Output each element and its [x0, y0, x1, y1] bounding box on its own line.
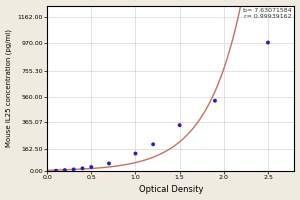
X-axis label: Optical Density: Optical Density: [139, 185, 203, 194]
Y-axis label: Mouse IL25 concentration (pg/ml): Mouse IL25 concentration (pg/ml): [6, 29, 12, 147]
Point: [71, 168, 76, 171]
Point: [213, 99, 218, 102]
Text: b= 7.63071584
r= 0.99939162: b= 7.63071584 r= 0.99939162: [243, 8, 292, 19]
Point: [54, 169, 58, 172]
Point: [62, 168, 67, 172]
Point: [266, 41, 270, 44]
Point: [80, 167, 85, 170]
Point: [89, 165, 94, 169]
Point: [133, 152, 138, 155]
Point: [151, 143, 155, 146]
Point: [177, 124, 182, 127]
Point: [106, 162, 111, 165]
